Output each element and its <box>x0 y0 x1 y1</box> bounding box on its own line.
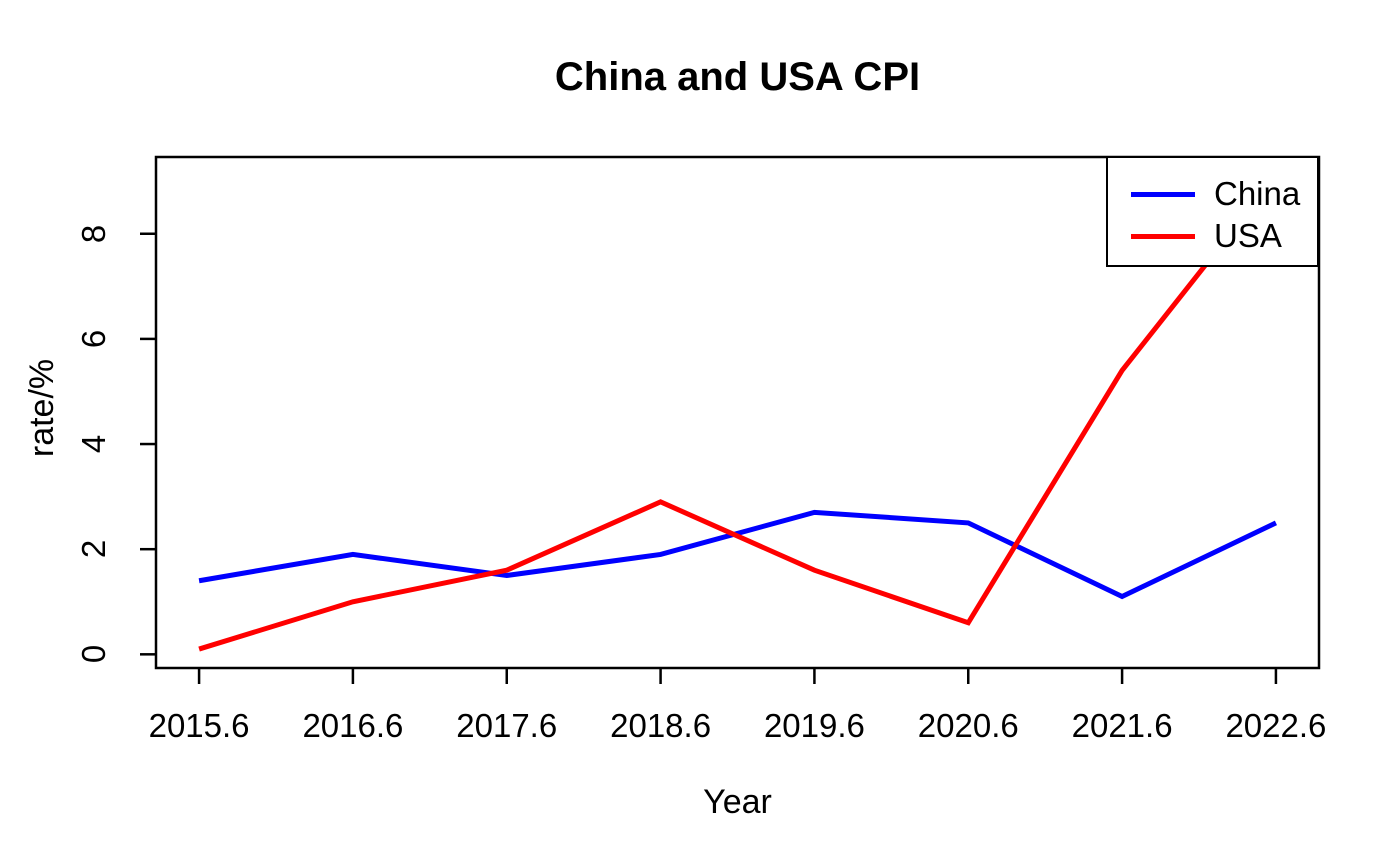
y-tick-label-text: 2 <box>74 539 112 559</box>
series-line-china <box>198 509 1278 600</box>
y-tick-label-text: 4 <box>74 434 112 454</box>
legend: China USA <box>1106 156 1319 267</box>
x-tick-label: 2021.6 <box>1071 707 1173 744</box>
y-tick-label-text: 6 <box>74 329 112 349</box>
legend-label-usa: USA <box>1214 217 1282 254</box>
x-axis-label: Year <box>703 783 772 821</box>
legend-item-usa: USA <box>1108 216 1317 256</box>
legend-label-china: China <box>1214 175 1301 212</box>
x-tick-label: 2018.6 <box>610 707 712 744</box>
series-line-usa <box>198 174 1278 652</box>
y-tick-label-text: 0 <box>74 645 112 664</box>
legend-item-china: China <box>1108 174 1317 214</box>
x-tick-label: 2019.6 <box>763 707 865 744</box>
y-tick-label-text: 8 <box>74 224 112 243</box>
usa-line-swatch <box>1131 234 1195 239</box>
x-tick-label: 2015.6 <box>148 707 250 744</box>
x-tick-label: 2016.6 <box>302 707 404 744</box>
chart-title: China and USA CPI <box>554 55 921 99</box>
china-line-swatch <box>1131 192 1195 197</box>
x-tick-label: 2017.6 <box>456 707 558 744</box>
plot-border <box>154 155 1321 670</box>
x-tick-label: 2020.6 <box>917 707 1019 744</box>
x-tick-label: 2022.6 <box>1225 707 1327 744</box>
y-axis-label-text: rate/% <box>23 358 61 458</box>
